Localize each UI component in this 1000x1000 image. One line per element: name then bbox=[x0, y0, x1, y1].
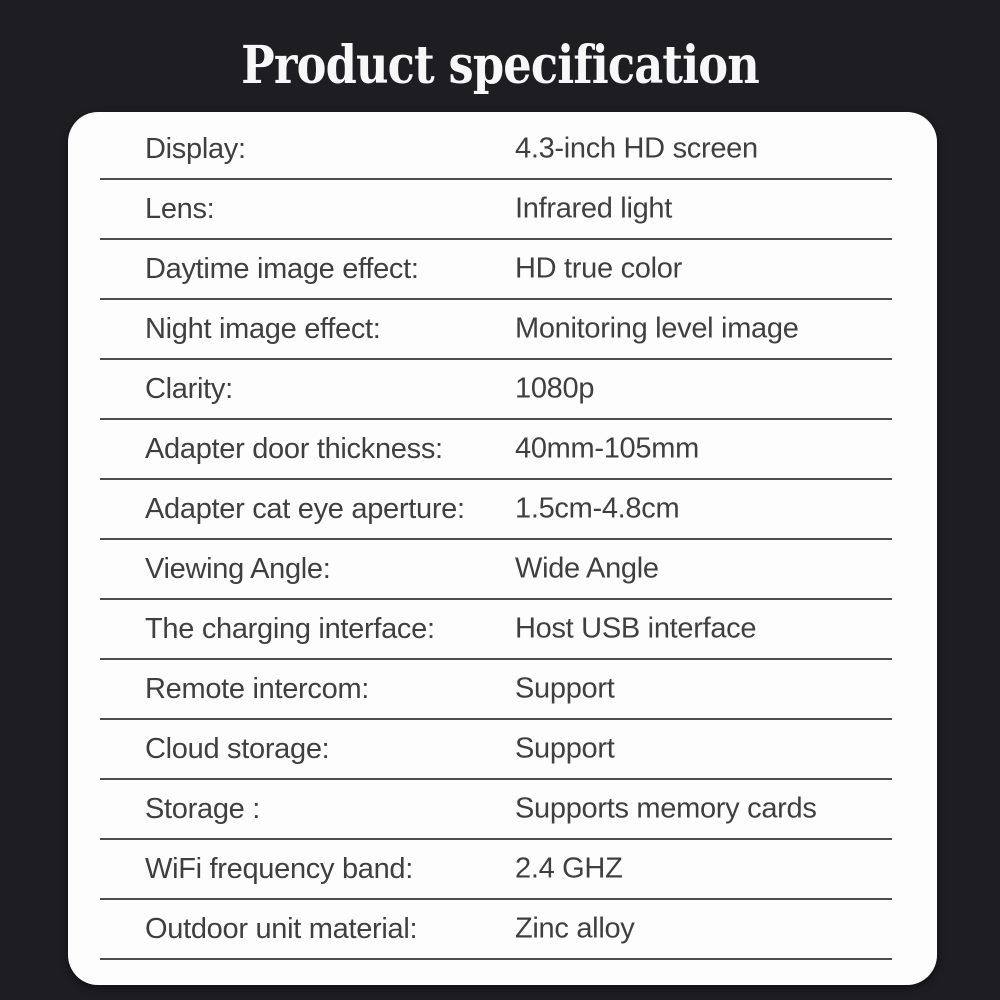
spec-row: Lens: Infrared light bbox=[100, 180, 892, 240]
spec-row: WiFi frequency band: 2.4 GHZ bbox=[100, 840, 892, 900]
spec-row: Viewing Angle: Wide Angle bbox=[100, 540, 892, 600]
spec-row: Outdoor unit material: Zinc alloy bbox=[100, 900, 892, 960]
spec-value: HD true color bbox=[515, 252, 682, 285]
spec-label: The charging interface: bbox=[145, 612, 435, 645]
spec-label: Outdoor unit material: bbox=[145, 912, 418, 945]
spec-value: Host USB interface bbox=[515, 612, 757, 645]
spec-label: Display: bbox=[145, 132, 246, 165]
spec-row: Clarity: 1080p bbox=[100, 360, 892, 420]
spec-value: Support bbox=[515, 672, 615, 705]
spec-row: Adapter door thickness: 40mm-105mm bbox=[100, 420, 892, 480]
spec-label: Adapter cat eye aperture: bbox=[145, 492, 465, 525]
spec-value: 1.5cm-4.8cm bbox=[515, 492, 680, 525]
spec-value: Zinc alloy bbox=[515, 912, 635, 945]
page-title: Product specification bbox=[241, 35, 760, 96]
spec-label: Viewing Angle: bbox=[145, 552, 331, 585]
spec-label: Clarity: bbox=[145, 372, 233, 405]
spec-row: Cloud storage: Support bbox=[100, 720, 892, 780]
spec-row: Display: 4.3-inch HD screen bbox=[100, 120, 892, 180]
spec-value: Monitoring level image bbox=[515, 312, 799, 345]
spec-value: Wide Angle bbox=[515, 552, 659, 585]
spec-value: Support bbox=[515, 732, 615, 765]
spec-label: WiFi frequency band: bbox=[145, 852, 414, 885]
spec-label: Lens: bbox=[145, 192, 215, 225]
spec-label: Storage : bbox=[145, 792, 260, 825]
spec-value: 1080p bbox=[515, 372, 595, 405]
spec-label: Cloud storage: bbox=[145, 732, 330, 765]
spec-label: Daytime image effect: bbox=[145, 252, 419, 285]
spec-row: Daytime image effect: HD true color bbox=[100, 240, 892, 300]
spec-row: Remote intercom: Support bbox=[100, 660, 892, 720]
spec-row: Night image effect: Monitoring level ima… bbox=[100, 300, 892, 360]
spec-label: Night image effect: bbox=[145, 312, 381, 345]
spec-label: Adapter door thickness: bbox=[145, 432, 443, 465]
spec-label: Remote intercom: bbox=[145, 672, 370, 705]
spec-value: 2.4 GHZ bbox=[515, 852, 623, 885]
spec-card: Display: 4.3-inch HD screen Lens: Infrar… bbox=[68, 112, 937, 985]
spec-value: 40mm-105mm bbox=[515, 432, 699, 465]
spec-value: Infrared light bbox=[515, 192, 672, 225]
spec-row: Adapter cat eye aperture: 1.5cm-4.8cm bbox=[100, 480, 892, 540]
spec-value: 4.3-inch HD screen bbox=[515, 132, 758, 165]
spec-row: The charging interface: Host USB interfa… bbox=[100, 600, 892, 660]
spec-value: Supports memory cards bbox=[515, 792, 817, 825]
spec-row: Storage : Supports memory cards bbox=[100, 780, 892, 840]
spec-table-body: Display: 4.3-inch HD screen Lens: Infrar… bbox=[100, 120, 892, 960]
